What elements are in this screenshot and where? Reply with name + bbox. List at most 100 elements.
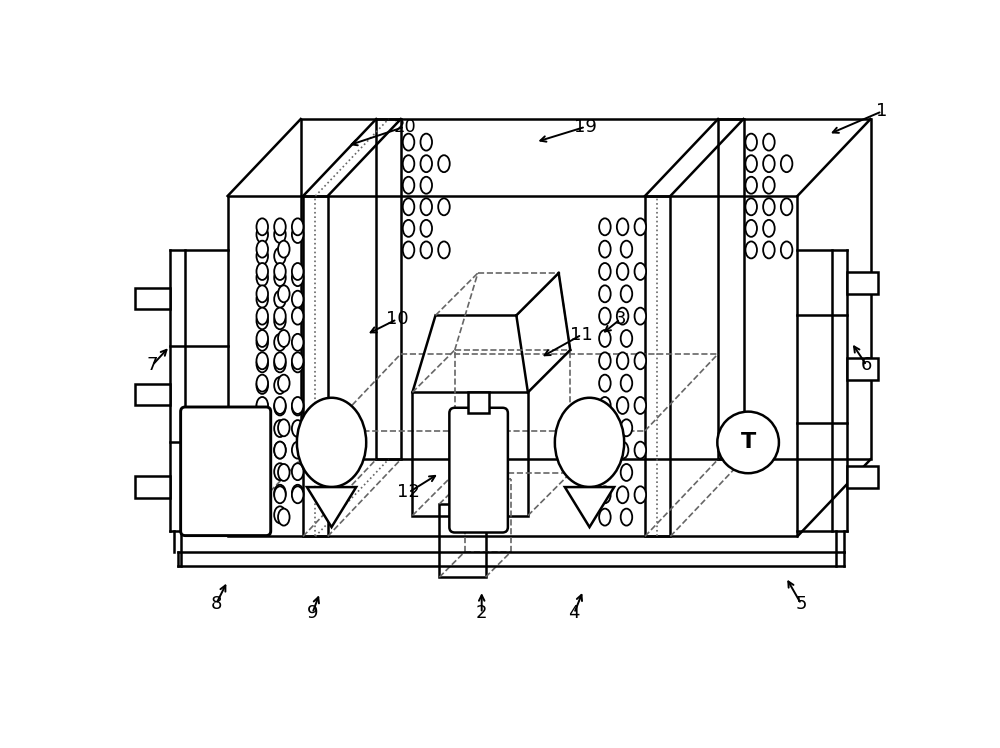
Ellipse shape xyxy=(635,352,646,370)
Ellipse shape xyxy=(256,241,268,257)
Ellipse shape xyxy=(274,420,286,437)
Bar xyxy=(412,393,528,515)
Ellipse shape xyxy=(745,198,757,215)
Ellipse shape xyxy=(274,248,286,265)
Ellipse shape xyxy=(621,464,632,481)
Ellipse shape xyxy=(256,464,268,481)
Ellipse shape xyxy=(278,420,290,436)
Ellipse shape xyxy=(403,198,414,215)
Ellipse shape xyxy=(763,134,775,150)
Ellipse shape xyxy=(292,441,303,459)
Ellipse shape xyxy=(256,509,268,526)
Ellipse shape xyxy=(621,375,632,392)
Ellipse shape xyxy=(256,218,268,236)
Ellipse shape xyxy=(292,352,303,370)
Ellipse shape xyxy=(256,420,268,436)
Ellipse shape xyxy=(599,285,611,302)
Ellipse shape xyxy=(438,198,450,215)
Text: 11: 11 xyxy=(570,325,593,343)
Ellipse shape xyxy=(274,218,286,236)
Ellipse shape xyxy=(599,464,611,481)
Ellipse shape xyxy=(292,485,303,502)
FancyBboxPatch shape xyxy=(181,407,271,536)
Ellipse shape xyxy=(745,220,757,237)
Ellipse shape xyxy=(420,134,432,150)
Ellipse shape xyxy=(256,313,268,329)
Bar xyxy=(847,358,878,380)
Ellipse shape xyxy=(274,263,286,280)
Ellipse shape xyxy=(274,313,286,329)
Ellipse shape xyxy=(420,242,432,258)
Ellipse shape xyxy=(278,241,290,257)
Text: 3: 3 xyxy=(615,310,626,328)
Ellipse shape xyxy=(274,334,286,351)
Ellipse shape xyxy=(781,198,792,215)
Ellipse shape xyxy=(256,441,268,459)
Ellipse shape xyxy=(599,352,611,370)
Bar xyxy=(135,476,170,498)
Ellipse shape xyxy=(599,307,611,325)
Ellipse shape xyxy=(599,375,611,392)
Ellipse shape xyxy=(621,420,632,436)
Ellipse shape xyxy=(292,307,303,325)
Ellipse shape xyxy=(274,441,286,459)
Ellipse shape xyxy=(256,441,268,459)
Ellipse shape xyxy=(420,177,432,194)
Bar xyxy=(847,466,878,488)
Ellipse shape xyxy=(292,269,303,286)
Ellipse shape xyxy=(256,269,268,286)
Ellipse shape xyxy=(420,155,432,172)
Ellipse shape xyxy=(274,399,286,415)
Ellipse shape xyxy=(292,399,303,415)
Ellipse shape xyxy=(438,155,450,172)
Ellipse shape xyxy=(599,263,611,280)
Text: T: T xyxy=(740,432,756,453)
Bar xyxy=(135,288,170,309)
Ellipse shape xyxy=(617,218,628,236)
Ellipse shape xyxy=(278,330,290,347)
Bar xyxy=(303,196,328,536)
Ellipse shape xyxy=(621,509,632,526)
Ellipse shape xyxy=(599,486,611,503)
Ellipse shape xyxy=(635,307,646,325)
Ellipse shape xyxy=(599,441,611,459)
Ellipse shape xyxy=(599,509,611,526)
Ellipse shape xyxy=(621,330,632,347)
Ellipse shape xyxy=(256,285,268,302)
Text: 4: 4 xyxy=(568,604,580,622)
Ellipse shape xyxy=(256,334,268,351)
Ellipse shape xyxy=(763,220,775,237)
FancyBboxPatch shape xyxy=(449,408,508,533)
Ellipse shape xyxy=(717,411,779,473)
Ellipse shape xyxy=(274,226,286,243)
Ellipse shape xyxy=(278,509,290,526)
Text: 2: 2 xyxy=(476,604,487,622)
Ellipse shape xyxy=(274,291,286,307)
Ellipse shape xyxy=(292,463,303,480)
Ellipse shape xyxy=(256,420,268,437)
Ellipse shape xyxy=(599,330,611,347)
Ellipse shape xyxy=(274,377,286,394)
Ellipse shape xyxy=(635,218,646,236)
Ellipse shape xyxy=(403,220,414,237)
Ellipse shape xyxy=(420,220,432,237)
Ellipse shape xyxy=(635,486,646,503)
Text: 7: 7 xyxy=(146,356,158,375)
Text: 9: 9 xyxy=(307,604,318,622)
Polygon shape xyxy=(565,487,614,527)
Ellipse shape xyxy=(256,486,268,503)
Text: 20: 20 xyxy=(393,117,416,135)
Ellipse shape xyxy=(256,506,268,524)
Ellipse shape xyxy=(292,263,303,280)
Ellipse shape xyxy=(745,242,757,258)
Ellipse shape xyxy=(763,155,775,172)
Ellipse shape xyxy=(274,397,286,414)
Ellipse shape xyxy=(763,242,775,258)
Bar xyxy=(135,384,170,405)
Bar xyxy=(847,272,878,294)
Ellipse shape xyxy=(274,486,286,503)
Ellipse shape xyxy=(256,397,268,414)
Ellipse shape xyxy=(438,242,450,258)
Ellipse shape xyxy=(274,441,286,459)
Ellipse shape xyxy=(781,155,792,172)
